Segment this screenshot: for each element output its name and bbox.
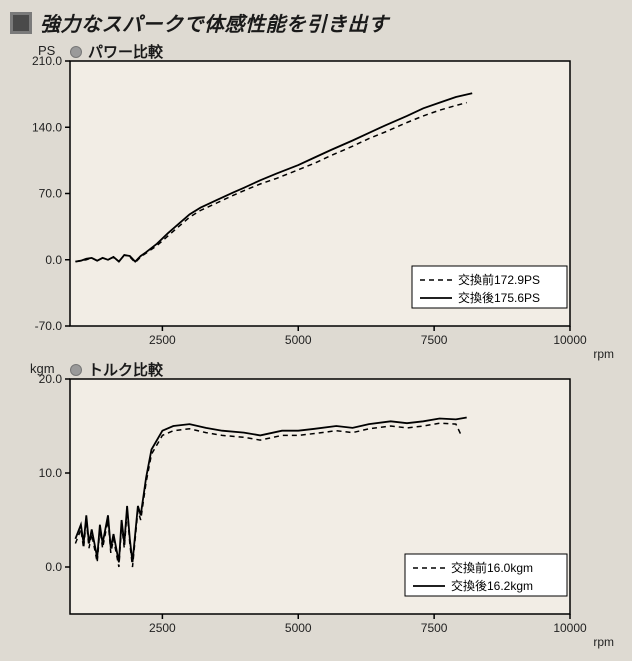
svg-text:rpm: rpm <box>593 635 614 649</box>
title-marker-icon <box>10 12 32 34</box>
power-subtitle-row: パワー比較 <box>70 41 163 62</box>
svg-text:交換前172.9PS: 交換前172.9PS <box>458 272 540 287</box>
torque-chart-wrap: kgm トルク比較 0.010.020.025005000750010000rp… <box>10 359 620 651</box>
page-title: 強力なスパークで体感性能を引き出す <box>40 8 389 37</box>
torque-subtitle-row: トルク比較 <box>70 359 163 380</box>
torque-subtitle: トルク比較 <box>88 359 163 380</box>
bullet-icon <box>70 364 82 376</box>
svg-text:5000: 5000 <box>285 333 312 347</box>
power-subtitle: パワー比較 <box>88 41 163 62</box>
power-chart: -70.00.070.0140.0210.025005000750010000r… <box>10 41 620 361</box>
svg-text:2500: 2500 <box>149 333 176 347</box>
svg-text:7500: 7500 <box>421 333 448 347</box>
title-row: 強力なスパークで体感性能を引き出す <box>10 8 622 37</box>
power-chart-wrap: PS パワー比較 -70.00.070.0140.0210.0250050007… <box>10 41 620 361</box>
svg-text:0.0: 0.0 <box>45 253 62 267</box>
svg-text:70.0: 70.0 <box>39 187 63 201</box>
power-y-unit: PS <box>38 43 55 58</box>
svg-text:10000: 10000 <box>553 333 587 347</box>
svg-text:5000: 5000 <box>285 621 312 635</box>
svg-text:10000: 10000 <box>553 621 587 635</box>
svg-text:10.0: 10.0 <box>39 466 63 480</box>
svg-text:-70.0: -70.0 <box>35 319 63 333</box>
svg-text:140.0: 140.0 <box>32 120 62 134</box>
svg-text:交換後175.6PS: 交換後175.6PS <box>458 290 540 305</box>
svg-text:7500: 7500 <box>421 621 448 635</box>
torque-chart: 0.010.020.025005000750010000rpm交換前16.0kg… <box>10 359 620 651</box>
svg-text:2500: 2500 <box>149 621 176 635</box>
svg-text:0.0: 0.0 <box>45 560 62 574</box>
torque-y-unit: kgm <box>30 361 55 376</box>
page-root: 強力なスパークで体感性能を引き出す PS パワー比較 -70.0 0.0 70.0 1… <box>0 0 632 659</box>
svg-text:交換前16.0kgm: 交換前16.0kgm <box>451 560 533 575</box>
svg-text:交換後16.2kgm: 交換後16.2kgm <box>451 578 533 593</box>
bullet-icon <box>70 46 82 58</box>
